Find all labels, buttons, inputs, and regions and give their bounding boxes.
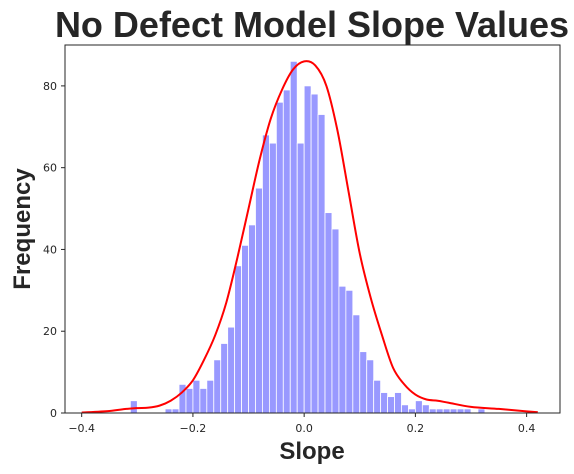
- x-tick-label: −0.2: [180, 422, 207, 435]
- histogram-bar: [268, 142, 277, 414]
- histogram-bar: [442, 408, 451, 414]
- histogram-bar: [380, 392, 388, 414]
- histogram-bar: [171, 408, 180, 414]
- histogram-bar: [373, 379, 382, 414]
- plot-frame: [64, 44, 561, 414]
- histogram-bar: [185, 388, 194, 414]
- kde-curve: [81, 60, 538, 414]
- histogram-bar: [303, 85, 312, 414]
- y-tick-label: 80: [43, 80, 57, 93]
- y-axis-label: Frequency: [9, 168, 36, 290]
- histogram-bar: [338, 285, 347, 414]
- histogram-bar: [282, 89, 291, 414]
- plot-area: [64, 44, 561, 414]
- histogram-bar: [199, 388, 208, 414]
- histogram-bar: [435, 408, 444, 414]
- histogram-bar: [192, 379, 201, 414]
- histogram-bar: [421, 404, 430, 414]
- histogram-bar: [289, 60, 298, 414]
- histogram-bar: [317, 114, 326, 414]
- histogram-bar: [387, 396, 395, 414]
- histogram-bar: [449, 408, 458, 414]
- x-tick-label: 0.4: [518, 422, 536, 435]
- histogram-bar: [401, 404, 409, 414]
- histogram-bar: [227, 326, 236, 414]
- histogram-bar: [324, 212, 333, 414]
- histogram-bar: [352, 314, 361, 414]
- histogram-bar: [262, 134, 270, 414]
- histogram-bar: [206, 379, 215, 414]
- histogram-bar: [408, 408, 416, 414]
- histogram-bar: [213, 359, 222, 414]
- y-tick-label: 0: [50, 407, 57, 420]
- y-axis-ticks: 0 20 40 60 80: [43, 80, 65, 420]
- histogram-bar: [310, 93, 319, 414]
- y-tick-label: 60: [43, 162, 57, 175]
- histogram-bar: [414, 400, 423, 414]
- chart-title: No Defect Model Slope Values: [55, 4, 569, 45]
- histogram-bar: [248, 224, 256, 414]
- histogram-bars: [129, 60, 486, 414]
- histogram-bar: [234, 265, 242, 414]
- x-axis-label: Slope: [279, 438, 344, 465]
- y-tick-label: 40: [43, 243, 57, 256]
- x-axis-ticks: −0.4 −0.2 0.0 0.2 0.4: [68, 413, 535, 435]
- histogram-bar: [129, 400, 138, 414]
- histogram-bar: [296, 142, 305, 414]
- histogram-bar: [456, 408, 465, 414]
- histogram-bar: [463, 408, 472, 414]
- histogram-bar: [428, 408, 437, 414]
- histogram-bar: [366, 359, 375, 414]
- x-tick-label: 0.2: [407, 422, 425, 435]
- histogram-bar: [164, 408, 173, 414]
- histogram-bar: [220, 343, 229, 414]
- histogram-bar: [359, 351, 368, 414]
- histogram-bar: [275, 101, 284, 414]
- histogram-bar: [345, 289, 354, 414]
- x-tick-label: 0.0: [295, 422, 313, 435]
- histogram-bar: [255, 187, 263, 414]
- x-tick-label: −0.4: [68, 422, 95, 435]
- y-tick-label: 20: [43, 325, 57, 338]
- histogram-bar: [241, 244, 249, 414]
- histogram-bar: [331, 228, 340, 414]
- histogram-bar: [394, 392, 402, 414]
- histogram-bar: [477, 408, 486, 414]
